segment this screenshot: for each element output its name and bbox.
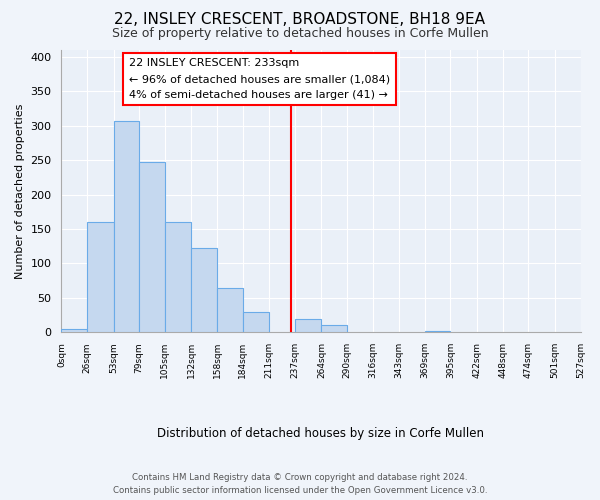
Bar <box>322 326 347 332</box>
Bar <box>425 331 451 332</box>
Text: 22 INSLEY CRESCENT: 233sqm
← 96% of detached houses are smaller (1,084)
4% of se: 22 INSLEY CRESCENT: 233sqm ← 96% of deta… <box>129 58 390 100</box>
Bar <box>242 312 269 332</box>
Bar <box>139 162 165 332</box>
Text: 22, INSLEY CRESCENT, BROADSTONE, BH18 9EA: 22, INSLEY CRESCENT, BROADSTONE, BH18 9E… <box>115 12 485 28</box>
Bar <box>191 248 217 332</box>
Y-axis label: Number of detached properties: Number of detached properties <box>15 104 25 279</box>
Text: Contains HM Land Registry data © Crown copyright and database right 2024.
Contai: Contains HM Land Registry data © Crown c… <box>113 474 487 495</box>
Bar <box>61 329 87 332</box>
X-axis label: Distribution of detached houses by size in Corfe Mullen: Distribution of detached houses by size … <box>157 427 484 440</box>
Bar <box>217 288 242 333</box>
Text: Size of property relative to detached houses in Corfe Mullen: Size of property relative to detached ho… <box>112 28 488 40</box>
Bar <box>295 319 322 332</box>
Bar <box>87 222 113 332</box>
Bar <box>113 121 139 332</box>
Bar <box>165 222 191 332</box>
